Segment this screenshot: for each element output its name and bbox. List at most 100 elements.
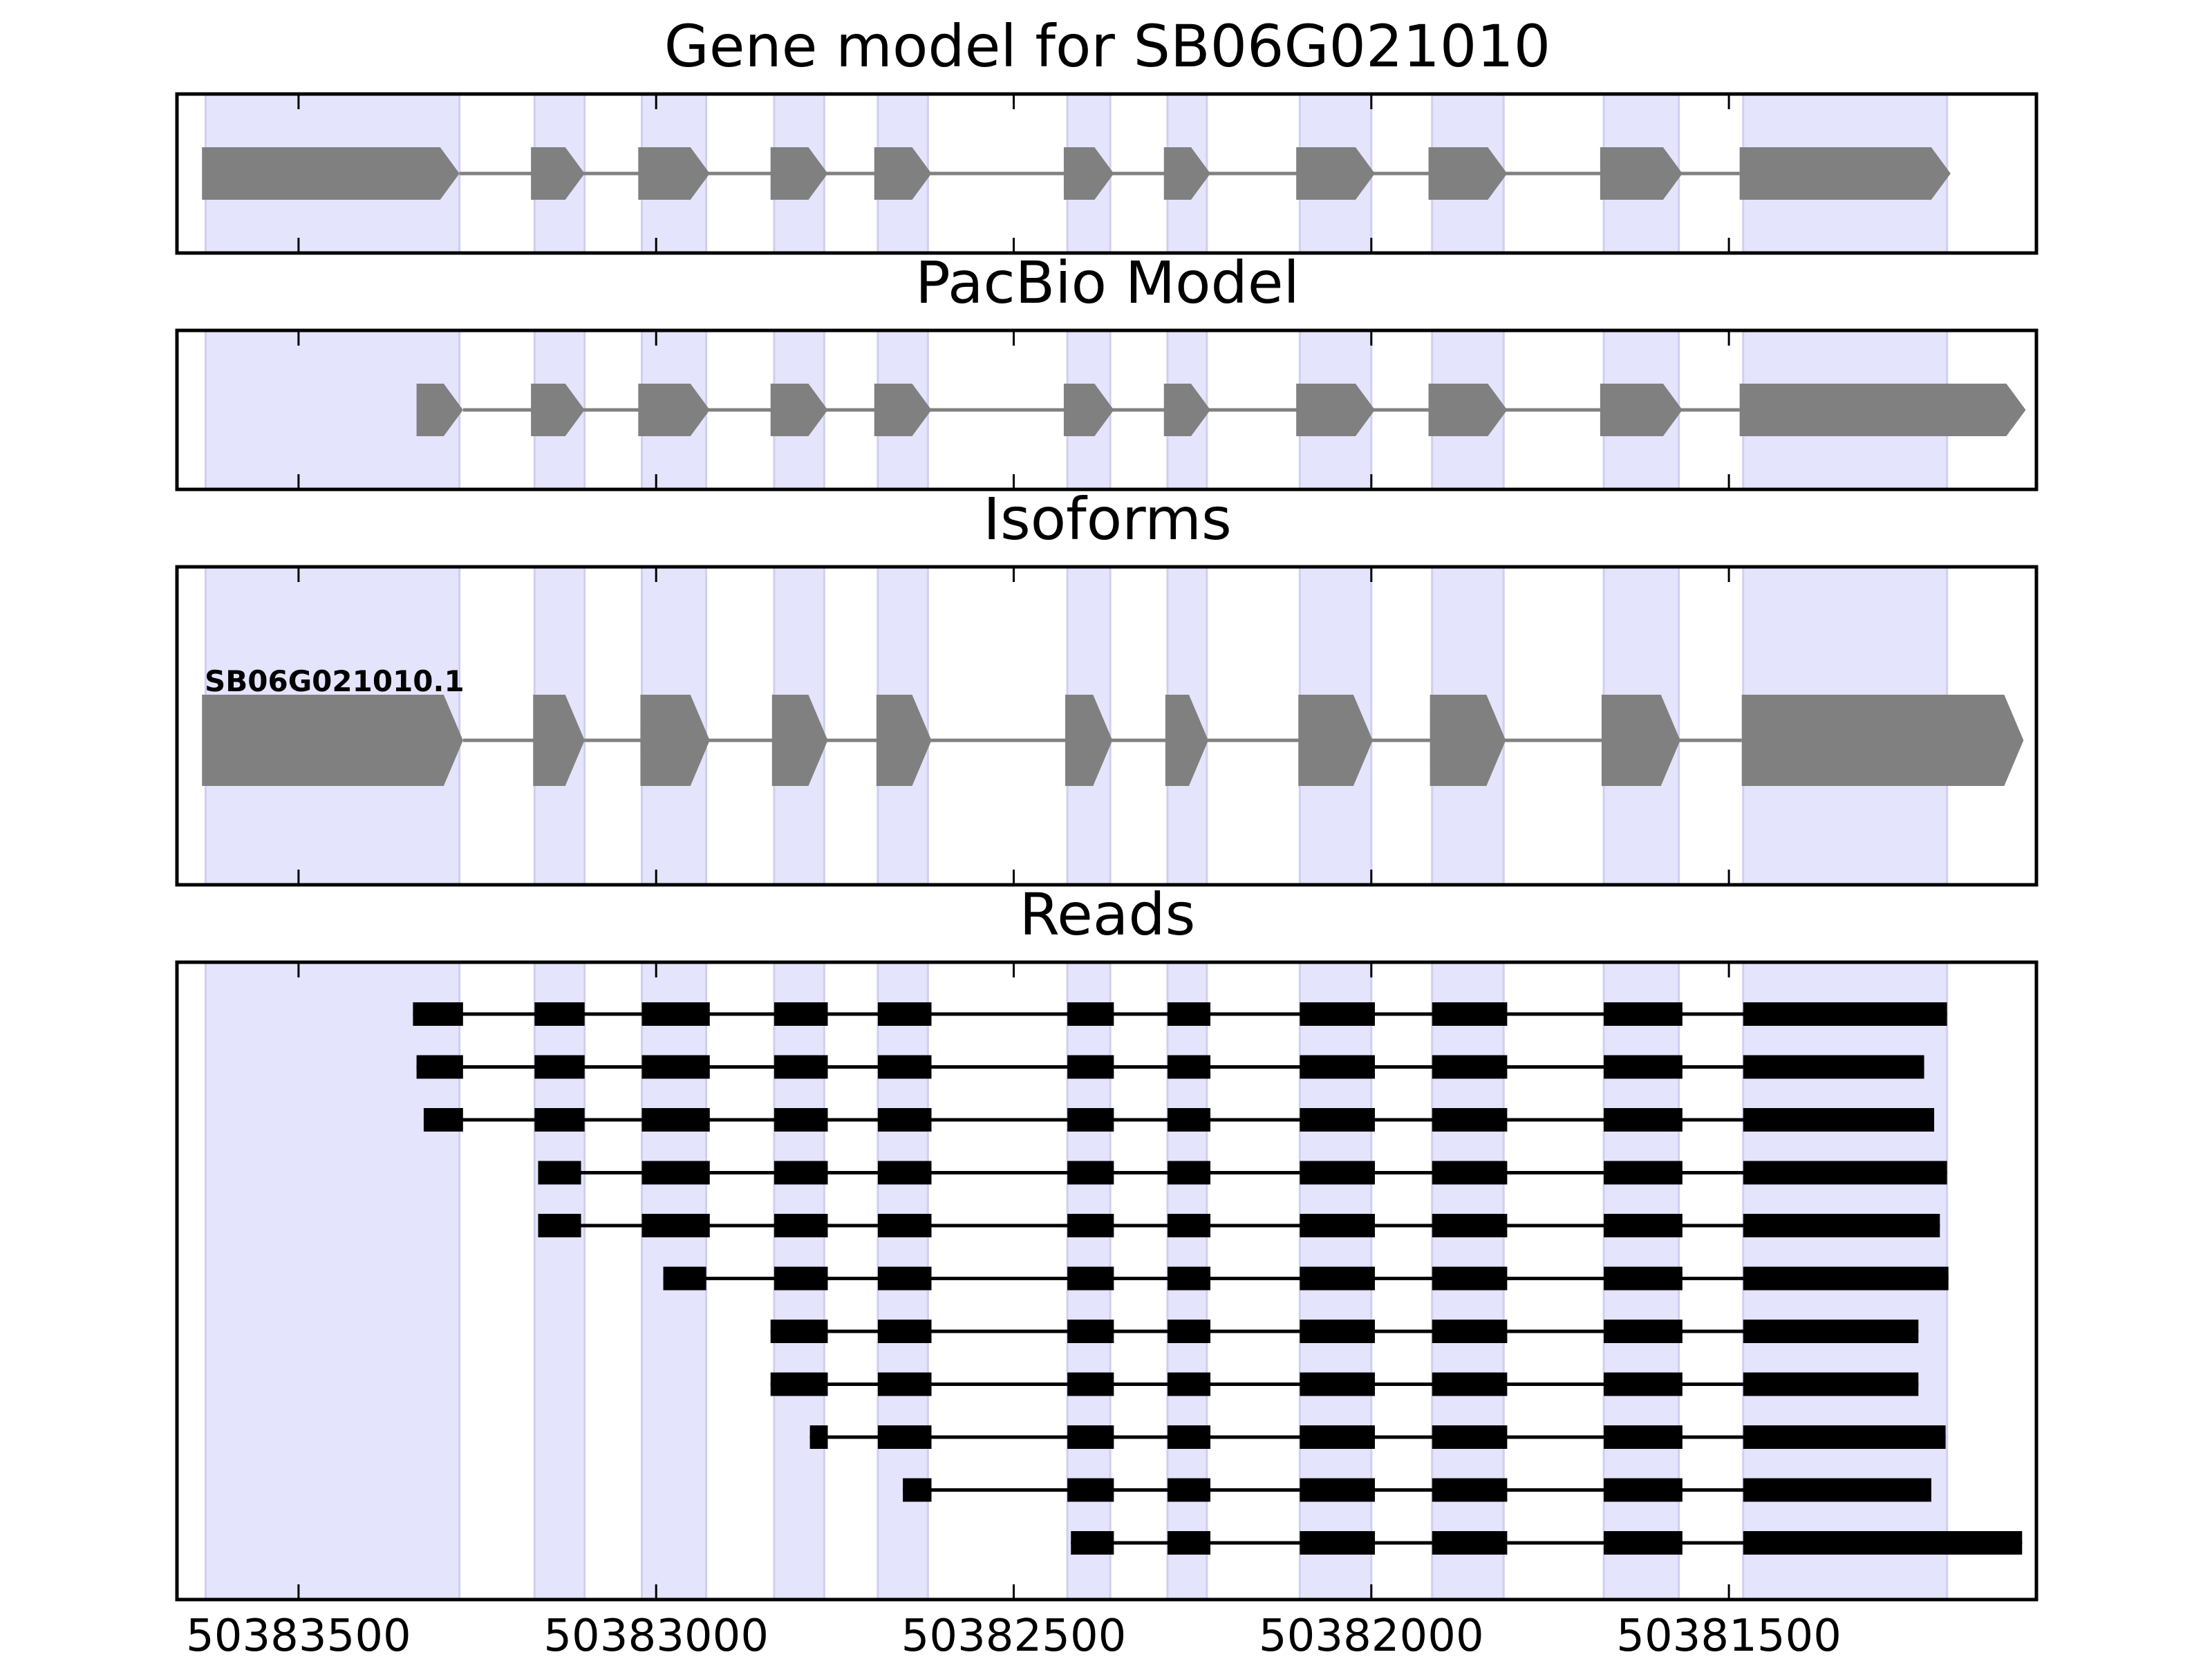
exon-block (1296, 147, 1375, 200)
read-exon-block (877, 1320, 932, 1343)
read-exon-block (1167, 1108, 1211, 1132)
gene-model-title: Gene model for SB06G021010 (664, 12, 1550, 80)
read-exon-block (1300, 1531, 1375, 1555)
read-exon-block (1167, 1372, 1211, 1396)
read-exon-block (774, 1266, 828, 1291)
read-exon-block (1604, 1214, 1683, 1237)
read-exon-block (1743, 1372, 1919, 1396)
exon-block (1741, 695, 2024, 786)
isoforms-frame (175, 565, 2038, 887)
read-exon-block (1604, 1108, 1683, 1132)
read-exon-block (1067, 1055, 1114, 1079)
read-exon-block (877, 1214, 932, 1237)
exon-block (638, 384, 710, 436)
read-exon-block (1300, 1372, 1375, 1396)
read-exon-block (1300, 1161, 1375, 1185)
exon-block (1428, 147, 1508, 200)
isoforms-title: Isoforms (983, 485, 1232, 553)
exon-block (1298, 695, 1373, 786)
gene-model-ticks (297, 94, 1730, 253)
read-exon-block (1067, 1002, 1114, 1026)
read-exon-block (774, 1108, 828, 1132)
reads-track (413, 1002, 2023, 1555)
read-exon-block (1743, 1425, 1946, 1449)
exon-block (770, 384, 828, 436)
read-exon-block (1067, 1425, 1114, 1449)
exon-block (771, 695, 828, 786)
read-exon-block (663, 1266, 706, 1291)
x-axis-tick-labels: 50383500 50383000 50382500 50382000 50381500 (186, 1611, 1841, 1659)
exon-block (1296, 384, 1375, 436)
exon-block (874, 147, 932, 200)
read-exon-block (877, 1372, 932, 1396)
read-exon-block (1300, 1478, 1375, 1502)
read-exon-block (1071, 1531, 1114, 1555)
read-exon-block (1604, 1531, 1683, 1555)
x-tick-label: 50382000 (1259, 1611, 1484, 1659)
pacbio-title: PacBio Model (915, 249, 1300, 317)
exon-block (1063, 147, 1114, 200)
read-exon-block (1432, 1372, 1508, 1396)
exon-block (1065, 695, 1113, 786)
read-exon-block (1167, 1425, 1211, 1449)
exon-block (770, 147, 828, 200)
read-row (770, 1372, 1919, 1396)
read-row (413, 1002, 1947, 1026)
exon-block (1165, 695, 1208, 786)
read-exon-block (1167, 1161, 1211, 1185)
read-exon-block (877, 1002, 932, 1026)
isoforms-panel: Isoforms SB06G021010.1 (175, 485, 2038, 887)
read-exon-block (903, 1478, 932, 1502)
exon-block (202, 147, 460, 200)
read-exon-block (1432, 1531, 1508, 1555)
read-exon-block (1743, 1266, 1949, 1291)
exon-block (638, 147, 710, 200)
read-exon-block (1604, 1478, 1683, 1502)
read-exon-block (416, 1055, 463, 1079)
reads-panel: Reads 50383500 50383000 50382500 50382000 50… (175, 881, 2038, 1659)
read-exon-block (1743, 1531, 2023, 1555)
read-exon-block (1167, 1214, 1211, 1237)
read-exon-block (1432, 1161, 1508, 1185)
read-exon-block (538, 1161, 581, 1185)
read-exon-block (1432, 1266, 1508, 1291)
read-row (1071, 1531, 2023, 1555)
read-exon-block (1743, 1214, 1940, 1237)
isoform-label: SB06G021010.1 (205, 664, 465, 698)
read-exon-block (1167, 1531, 1211, 1555)
gene-model-frame (175, 92, 2038, 255)
exon-block (533, 695, 585, 786)
exon-block (1739, 384, 2026, 436)
x-tick-label: 50381500 (1616, 1611, 1841, 1659)
read-exon-block (641, 1108, 710, 1132)
read-exon-block (1167, 1266, 1211, 1291)
pacbio-frame (175, 328, 2038, 491)
read-exon-block (1432, 1055, 1508, 1079)
read-exon-block (1743, 1478, 1931, 1502)
read-row (416, 1055, 1924, 1079)
exon-block (202, 695, 463, 786)
read-exon-block (774, 1055, 828, 1079)
read-row (663, 1266, 1949, 1291)
read-exon-block (538, 1214, 581, 1237)
exon-block (531, 147, 585, 200)
exon-block (640, 695, 710, 786)
read-exon-block (641, 1214, 710, 1237)
read-exon-block (641, 1161, 710, 1185)
exon-block (1063, 384, 1114, 436)
read-exon-block (1067, 1108, 1114, 1132)
exon-block (1163, 147, 1211, 200)
pacbio-track (416, 384, 2026, 436)
exon-block (1428, 384, 1508, 436)
exon-block (1430, 695, 1506, 786)
read-exon-block (534, 1108, 585, 1132)
read-exon-block (1604, 1372, 1683, 1396)
read-exon-block (1743, 1002, 1947, 1026)
read-exon-block (641, 1002, 710, 1026)
read-exon-block (877, 1266, 932, 1291)
read-row (809, 1425, 1946, 1449)
pacbio-ticks (297, 330, 1730, 489)
exon-block (416, 384, 463, 436)
exon-block (876, 695, 932, 786)
